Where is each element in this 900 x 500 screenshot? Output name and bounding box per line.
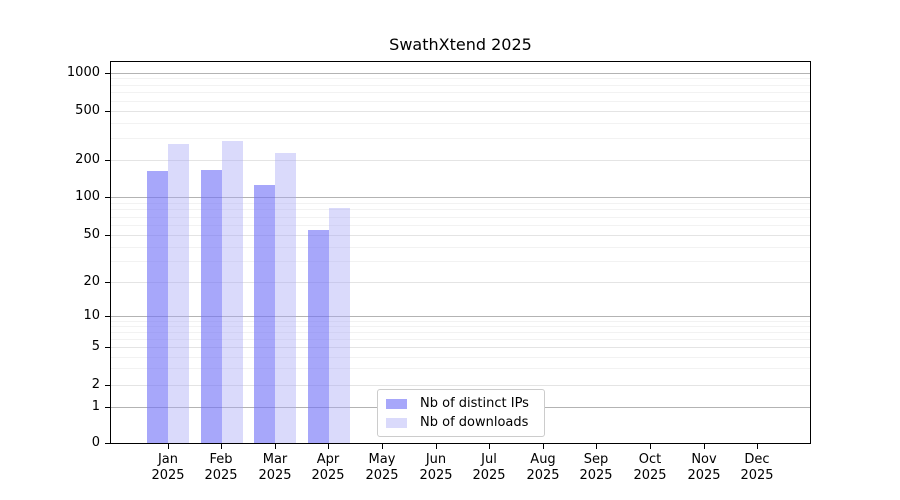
gridline-6 bbox=[111, 339, 810, 340]
x-tick-mark-jul bbox=[489, 444, 490, 449]
y-tick-mark-20 bbox=[105, 282, 110, 283]
plot-area: Nb of distinct IPs Nb of downloads bbox=[110, 61, 811, 444]
y-tick-mark-1000 bbox=[105, 73, 110, 74]
x-tick-mark-may bbox=[382, 444, 383, 449]
gridline-400 bbox=[111, 123, 810, 124]
gridline-9 bbox=[111, 321, 810, 322]
gridline-600 bbox=[111, 101, 810, 102]
y-tick-label-50: 50 bbox=[83, 227, 100, 242]
y-tick-mark-100 bbox=[105, 197, 110, 198]
y-tick-mark-200 bbox=[105, 160, 110, 161]
legend-entry-distinct-ips: Nb of distinct IPs bbox=[386, 396, 536, 411]
gridline-10 bbox=[111, 316, 810, 317]
x-tick-label-jul: Jul 2025 bbox=[472, 452, 506, 483]
y-tick-mark-500 bbox=[105, 111, 110, 112]
gridline-80 bbox=[111, 209, 810, 210]
x-tick-label-nov: Nov 2025 bbox=[687, 452, 721, 483]
gridline-900 bbox=[111, 78, 810, 79]
x-tick-label-jun: Jun 2025 bbox=[419, 452, 453, 483]
x-tick-mark-jan bbox=[168, 444, 169, 449]
gridline-50 bbox=[111, 235, 810, 236]
gridline-20 bbox=[111, 282, 810, 283]
gridline-2 bbox=[111, 385, 810, 386]
y-tick-label-1: 1 bbox=[91, 399, 100, 414]
y-tick-label-200: 200 bbox=[75, 152, 100, 167]
x-tick-label-dec: Dec 2025 bbox=[740, 452, 774, 483]
x-tick-mark-aug bbox=[543, 444, 544, 449]
bar-nb-of-distinct-ips-apr bbox=[307, 230, 329, 443]
y-tick-label-10: 10 bbox=[83, 308, 100, 323]
x-tick-label-aug: Aug 2025 bbox=[526, 452, 560, 483]
x-tick-mark-dec bbox=[757, 444, 758, 449]
y-tick-label-20: 20 bbox=[83, 274, 100, 289]
x-tick-mark-mar bbox=[275, 444, 276, 449]
gridline-4 bbox=[111, 357, 810, 358]
gridline-8 bbox=[111, 326, 810, 327]
legend-label-downloads: Nb of downloads bbox=[420, 415, 529, 430]
x-tick-mark-apr bbox=[328, 444, 329, 449]
bar-nb-of-distinct-ips-feb bbox=[200, 169, 222, 443]
gridline-7 bbox=[111, 332, 810, 333]
y-tick-label-0: 0 bbox=[91, 435, 100, 450]
x-tick-label-jan: Jan 2025 bbox=[151, 452, 185, 483]
gridline-300 bbox=[111, 138, 810, 139]
gridline-60 bbox=[111, 225, 810, 226]
legend-swatch-distinct-ips bbox=[386, 398, 407, 409]
gridline-800 bbox=[111, 85, 810, 86]
y-tick-label-500: 500 bbox=[75, 103, 100, 118]
x-tick-mark-feb bbox=[221, 444, 222, 449]
gridline-5 bbox=[111, 347, 810, 348]
y-tick-mark-2 bbox=[105, 385, 110, 386]
x-tick-mark-oct bbox=[650, 444, 651, 449]
chart-title: SwathXtend 2025 bbox=[389, 35, 532, 54]
x-tick-label-apr: Apr 2025 bbox=[311, 452, 345, 483]
x-tick-mark-sep bbox=[596, 444, 597, 449]
gridline-700 bbox=[111, 92, 810, 93]
x-tick-label-mar: Mar 2025 bbox=[258, 452, 292, 483]
x-tick-mark-jun bbox=[436, 444, 437, 449]
gridline-100 bbox=[111, 197, 810, 198]
gridline-90 bbox=[111, 203, 810, 204]
x-tick-label-may: May 2025 bbox=[365, 452, 399, 483]
legend-label-distinct-ips: Nb of distinct IPs bbox=[420, 396, 529, 411]
y-tick-mark-50 bbox=[105, 235, 110, 236]
gridline-200 bbox=[111, 160, 810, 161]
y-tick-label-1000: 1000 bbox=[66, 65, 100, 80]
legend-entry-downloads: Nb of downloads bbox=[386, 415, 536, 430]
y-tick-mark-0 bbox=[105, 443, 110, 444]
bar-nb-of-downloads-mar bbox=[275, 153, 297, 443]
y-tick-mark-10 bbox=[105, 316, 110, 317]
x-tick-label-feb: Feb 2025 bbox=[204, 452, 238, 483]
bar-nb-of-distinct-ips-jan bbox=[147, 170, 168, 443]
gridline-70 bbox=[111, 217, 810, 218]
gridline-3 bbox=[111, 368, 810, 369]
y-tick-label-2: 2 bbox=[91, 377, 100, 392]
y-tick-label-100: 100 bbox=[75, 189, 100, 204]
gridline-30 bbox=[111, 261, 810, 262]
y-tick-mark-5 bbox=[105, 347, 110, 348]
x-tick-label-sep: Sep 2025 bbox=[579, 452, 613, 483]
gridline-1000 bbox=[111, 73, 810, 74]
y-tick-label-5: 5 bbox=[91, 339, 100, 354]
y-tick-mark-1 bbox=[105, 407, 110, 408]
bar-nb-of-downloads-jan bbox=[168, 143, 189, 443]
bar-nb-of-distinct-ips-mar bbox=[254, 184, 276, 443]
legend-swatch-downloads bbox=[386, 417, 407, 428]
legend: Nb of distinct IPs Nb of downloads bbox=[377, 389, 545, 437]
bar-nb-of-downloads-apr bbox=[328, 207, 350, 443]
x-tick-mark-nov bbox=[704, 444, 705, 449]
gridline-40 bbox=[111, 247, 810, 248]
gridline-500 bbox=[111, 111, 810, 112]
x-tick-label-oct: Oct 2025 bbox=[633, 452, 667, 483]
bar-nb-of-downloads-feb bbox=[221, 140, 243, 443]
